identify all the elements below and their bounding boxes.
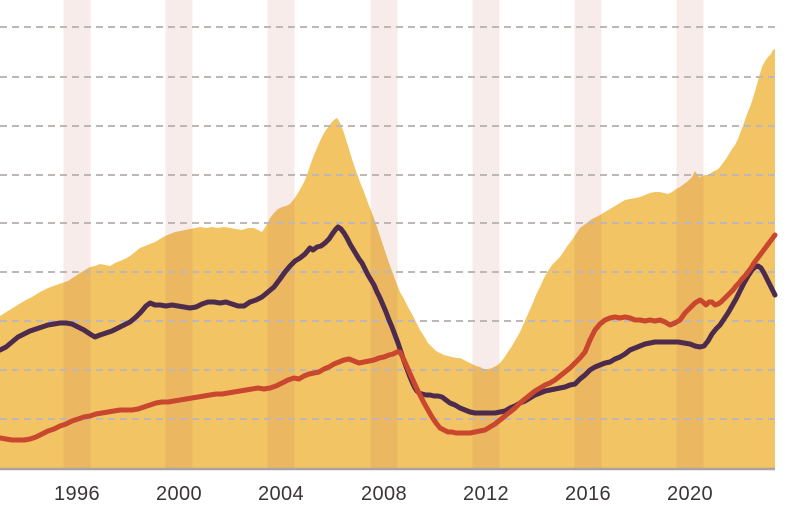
x-tick-label: 2020 — [667, 483, 713, 505]
x-tick-label: 1996 — [54, 483, 100, 505]
x-tick-label: 2000 — [156, 483, 202, 505]
year-band — [165, 0, 193, 469]
x-tick-label: 2012 — [463, 483, 509, 505]
year-band — [370, 0, 398, 469]
year-band — [472, 0, 500, 469]
line-red — [0, 232, 778, 443]
year-band — [676, 0, 704, 469]
x-tick-label: 2008 — [361, 483, 407, 505]
year-band — [574, 0, 602, 469]
area-series — [0, 49, 775, 469]
year-band — [63, 0, 91, 469]
x-tick-label: 2004 — [258, 483, 304, 505]
year-band — [267, 0, 295, 469]
x-tick-label: 2016 — [565, 483, 611, 505]
